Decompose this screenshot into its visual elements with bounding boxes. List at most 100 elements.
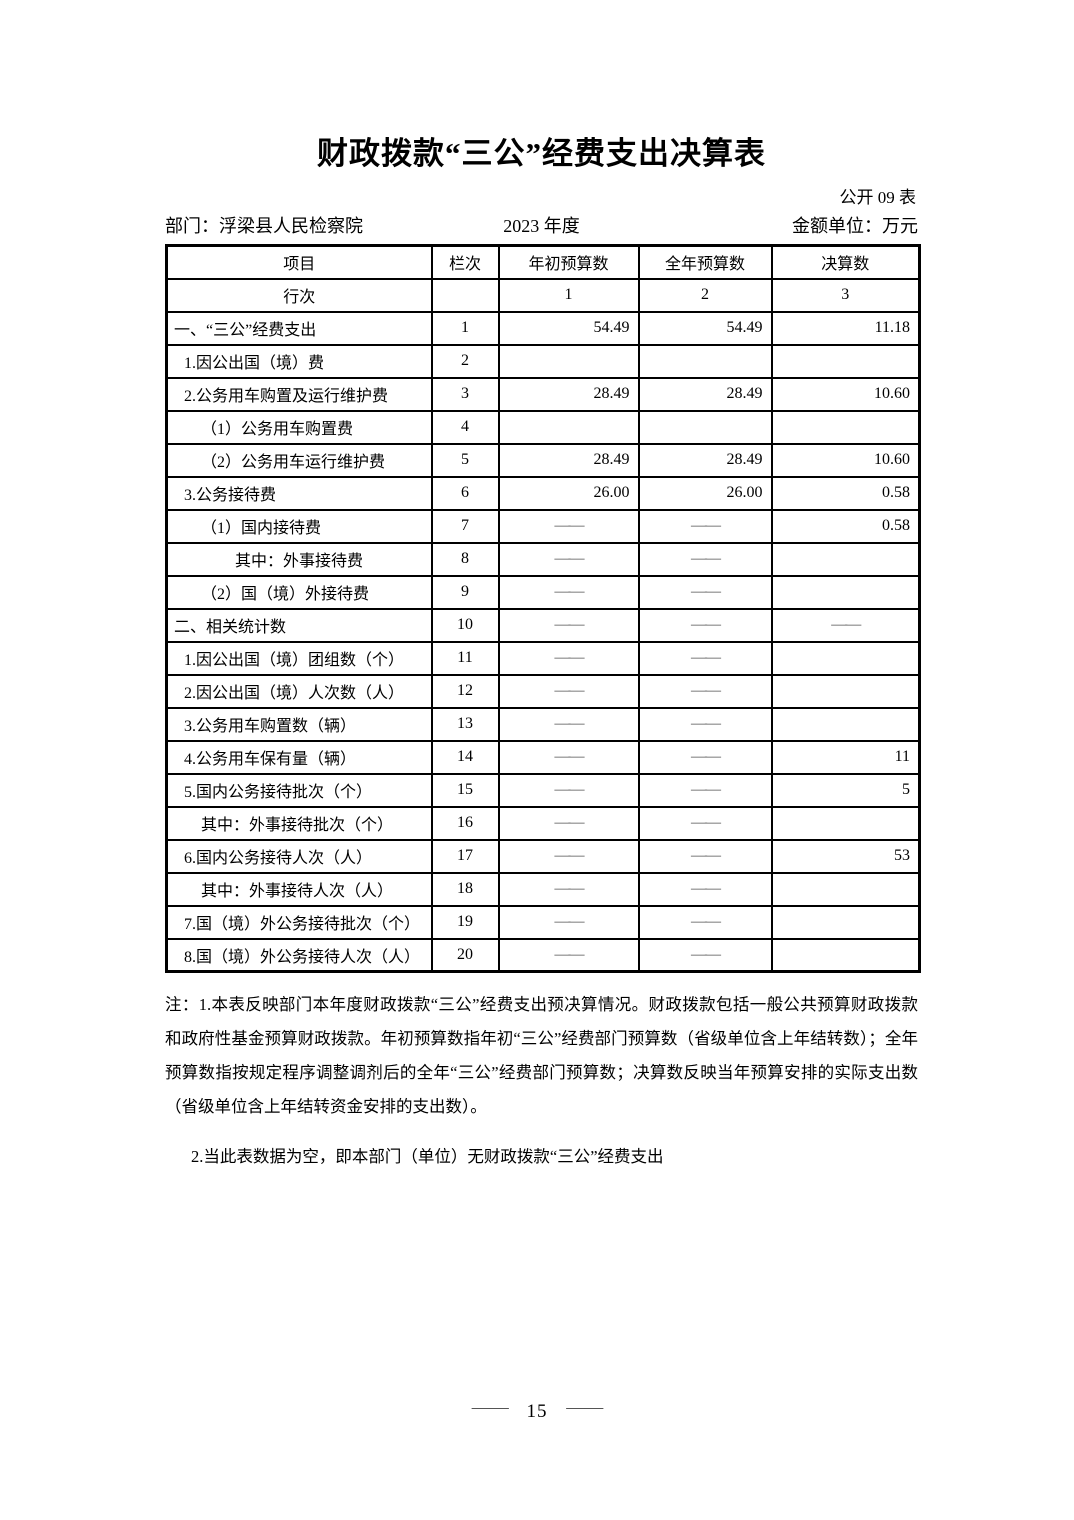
row-value-c2: ——	[637, 937, 773, 973]
row-value-c2: ——	[637, 541, 773, 577]
department-label: 部门：浮梁县人民检察院	[165, 216, 363, 236]
row-value-c2: 28.49	[637, 442, 773, 478]
table-row: 5.国内公务接待批次（个） 15 —— —— 5	[165, 772, 921, 808]
table-row: 一、“三公”经费支出 1 54.49 54.49 11.18	[165, 310, 921, 346]
row-value-c3: 10.60	[770, 376, 921, 412]
row-label: 一、“三公”经费支出	[165, 310, 433, 346]
row-label: 2.公务用车购置及运行维护费	[165, 376, 433, 412]
note-1: 注：1.本表反映部门本年度财政拨款“三公”经费支出预决算情况。财政拨款包括一般公…	[165, 995, 918, 1116]
row-value-c1: ——	[497, 871, 640, 907]
row-value-c3: 0.58	[770, 475, 921, 511]
table-row: 3.公务接待费 6 26.00 26.00 0.58	[165, 475, 921, 511]
row-line-number: 9	[430, 574, 500, 610]
row-value-c1: ——	[497, 508, 640, 544]
row-value-c3: 10.60	[770, 442, 921, 478]
row-line-number: 2	[430, 343, 500, 379]
row-value-c2: ——	[637, 739, 773, 775]
row-value-c1: ——	[497, 937, 640, 973]
row-index-col-2: 2	[637, 277, 773, 313]
row-value-c3	[770, 574, 921, 610]
footer-dash-right: ——	[566, 1397, 603, 1418]
row-line-number: 17	[430, 838, 500, 874]
row-value-c1: ——	[497, 739, 640, 775]
row-line-number: 16	[430, 805, 500, 841]
row-value-c3	[770, 409, 921, 445]
row-value-c1: ——	[497, 805, 640, 841]
table-row: 8.国（境）外公务接待人次（人） 20 —— ——	[165, 937, 921, 973]
row-value-c2: ——	[637, 871, 773, 907]
row-value-c2	[637, 409, 773, 445]
row-value-c1: ——	[497, 574, 640, 610]
row-value-c1: 54.49	[497, 310, 640, 346]
row-value-c2: ——	[637, 607, 773, 643]
row-label: 2.因公出国（境）人次数（人）	[165, 673, 433, 709]
row-value-c3: 53	[770, 838, 921, 874]
row-value-c2: ——	[637, 904, 773, 940]
row-value-c3	[770, 541, 921, 577]
row-line-number: 5	[430, 442, 500, 478]
row-value-c3: ——	[770, 607, 921, 643]
row-label: 3.公务接待费	[165, 475, 433, 511]
row-label: 6.国内公务接待人次（人）	[165, 838, 433, 874]
row-value-c3: 5	[770, 772, 921, 808]
row-label: 5.国内公务接待批次（个）	[165, 772, 433, 808]
row-line-number: 11	[430, 640, 500, 676]
row-label: 二、相关统计数	[165, 607, 433, 643]
row-index-col-1: 1	[497, 277, 640, 313]
row-value-c3	[770, 343, 921, 379]
row-value-c3	[770, 937, 921, 973]
row-label: 1.因公出国（境）团组数（个）	[165, 640, 433, 676]
column-header-final-accounts: 决算数	[770, 244, 921, 280]
table-row: （1）公务用车购置费 4	[165, 409, 921, 445]
row-value-c3: 11.18	[770, 310, 921, 346]
row-value-c2: ——	[637, 574, 773, 610]
meta-row: 部门：浮梁县人民检察院 2023 年度 金额单位：万元	[165, 213, 918, 239]
column-header-lane: 栏次	[430, 244, 500, 280]
row-line-number: 12	[430, 673, 500, 709]
table-row: 其中：外事接待人次（人） 18 —— ——	[165, 871, 921, 907]
row-value-c3	[770, 673, 921, 709]
row-value-c2: ——	[637, 673, 773, 709]
row-value-c1: ——	[497, 904, 640, 940]
row-label: 其中：外事接待人次（人）	[165, 871, 433, 907]
row-line-number: 6	[430, 475, 500, 511]
table-row: （2）公务用车运行维护费 5 28.49 28.49 10.60	[165, 442, 921, 478]
row-value-c1	[497, 409, 640, 445]
row-value-c1: ——	[497, 607, 640, 643]
row-value-c1: ——	[497, 673, 640, 709]
footer-dash-left: ——	[471, 1397, 509, 1418]
row-line-number: 1	[430, 310, 500, 346]
table-row: （2）国（境）外接待费 9 —— ——	[165, 574, 921, 610]
table-row: 1.因公出国（境）费 2	[165, 343, 921, 379]
row-label: 其中：外事接待费	[165, 541, 433, 577]
row-line-number: 19	[430, 904, 500, 940]
row-value-c3	[770, 871, 921, 907]
table-row: 2.因公出国（境）人次数（人） 12 —— ——	[165, 673, 921, 709]
table-row: 4.公务用车保有量（辆） 14 —— —— 11	[165, 739, 921, 775]
table-row: 其中：外事接待费 8 —— ——	[165, 541, 921, 577]
row-value-c3	[770, 640, 921, 676]
row-label: 其中：外事接待批次（个）	[165, 805, 433, 841]
row-value-c1: 26.00	[497, 475, 640, 511]
row-index-lane	[430, 277, 500, 313]
row-value-c1: ——	[497, 772, 640, 808]
row-value-c2: ——	[637, 805, 773, 841]
row-label: 1.因公出国（境）费	[165, 343, 433, 379]
three-public-expense-table: 项目 栏次 年初预算数 全年预算数 决算数 行次 1 2 3 一、“三公”经费支…	[165, 244, 921, 973]
table-row: 1.因公出国（境）团组数（个） 11 —— ——	[165, 640, 921, 676]
table-row: 3.公务用车购置数（辆） 13 —— ——	[165, 706, 921, 742]
row-line-number: 10	[430, 607, 500, 643]
row-value-c2: ——	[637, 838, 773, 874]
row-value-c1: 28.49	[497, 376, 640, 412]
row-value-c1	[497, 343, 640, 379]
row-line-number: 15	[430, 772, 500, 808]
row-line-number: 3	[430, 376, 500, 412]
row-value-c3	[770, 805, 921, 841]
row-line-number: 4	[430, 409, 500, 445]
row-index-label: 行次	[165, 277, 433, 313]
table-row: （1）国内接待费 7 —— —— 0.58	[165, 508, 921, 544]
table-row: 二、相关统计数 10 —— —— ——	[165, 607, 921, 643]
row-value-c2: ——	[637, 706, 773, 742]
row-line-number: 13	[430, 706, 500, 742]
